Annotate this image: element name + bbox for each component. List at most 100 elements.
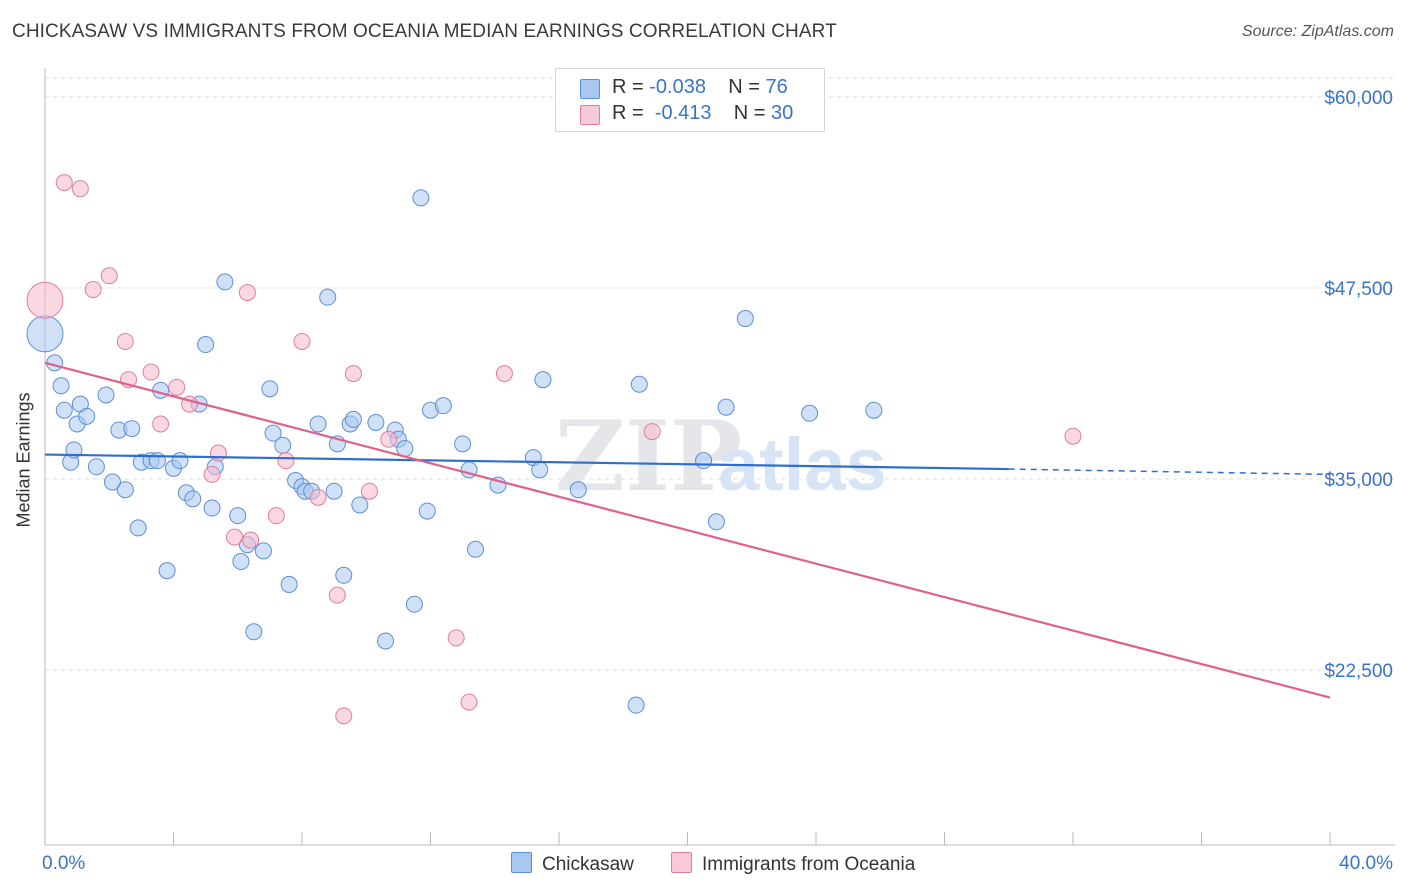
chickasaw-point (865, 401, 883, 419)
chickasaw-point (630, 375, 648, 393)
x-tick-label: 0.0% (42, 853, 85, 874)
chickasaw-point (707, 513, 725, 531)
oceania-point (344, 365, 362, 383)
legend-swatch-blue (580, 79, 600, 99)
chickasaw-point (158, 562, 176, 580)
source-label: Source: ZipAtlas.com (1241, 23, 1394, 40)
oceania-trendline (44, 361, 1331, 699)
y-tick-label: $47,500 (1324, 279, 1393, 300)
chickasaw-point (264, 424, 282, 442)
oceania-point (309, 488, 327, 506)
chickasaw-trendline-dashed (1008, 468, 1331, 476)
oceania-point (26, 281, 64, 319)
chickasaw-point (309, 415, 327, 433)
chickasaw-point (129, 519, 147, 537)
chickasaw-point (87, 458, 105, 476)
legend-n-label: N = (728, 76, 760, 98)
oceania-point (238, 284, 256, 302)
legend-text-row2: R = -0.413 N = 30 (612, 102, 793, 125)
chickasaw-point (717, 398, 735, 416)
chickasaw-point (531, 461, 549, 479)
oceania-point (84, 281, 102, 299)
bottom-legend-swatch-pink (671, 852, 692, 873)
bottom-legend-label: Chickasaw (542, 854, 634, 875)
chickasaw-point (197, 336, 215, 354)
chickasaw-point (97, 386, 115, 404)
oceania-point (209, 444, 227, 462)
chickasaw-point (274, 436, 292, 454)
legend-n-value: 30 (771, 102, 794, 124)
chickasaw-point (116, 481, 134, 499)
oceania-point (116, 332, 134, 350)
chickasaw-point (184, 490, 202, 508)
stats-legend: R = -0.038 N = 76 R = -0.413 N = 30 (555, 68, 825, 132)
oceania-point (447, 629, 465, 647)
bottom-legend-oceania: Immigrants from Oceania (671, 852, 915, 876)
chickasaw-point (254, 542, 272, 560)
legend-r-label: R = (612, 102, 644, 124)
legend-r-value: -0.413 (654, 102, 712, 124)
y-tick-label: $35,000 (1324, 470, 1393, 491)
chickasaw-point (52, 377, 70, 395)
chickasaw-point (55, 401, 73, 419)
chickasaw-point (216, 273, 234, 291)
oceania-point (277, 452, 295, 470)
legend-n-label: N = (733, 102, 766, 124)
chickasaw-point (344, 410, 362, 428)
oceania-point (242, 531, 260, 549)
chickasaw-point (351, 496, 369, 514)
chickasaw-point (261, 380, 279, 398)
chickasaw-point (801, 404, 819, 422)
oceania-point (203, 465, 221, 483)
oceania-point (360, 482, 378, 500)
y-tick-label: $60,000 (1324, 88, 1393, 109)
oceania-point (328, 586, 346, 604)
chart-title: CHICKASAW VS IMMIGRANTS FROM OCEANIA MED… (12, 21, 837, 42)
bottom-legend-chickasaw: Chickasaw (511, 852, 634, 876)
chickasaw-point (171, 452, 189, 470)
legend-r-value: -0.038 (649, 76, 706, 98)
chickasaw-point (569, 481, 587, 499)
chickasaw-point (335, 566, 353, 584)
chickasaw-point (412, 189, 430, 207)
x-tick-label: 40.0% (1339, 853, 1393, 874)
chickasaw-point (78, 407, 96, 425)
chickasaw-point (534, 371, 552, 389)
oceania-point (380, 430, 398, 448)
watermark-zip: ZIP (555, 400, 742, 513)
chickasaw-point (280, 575, 298, 593)
oceania-point (168, 378, 186, 396)
oceania-point (226, 528, 244, 546)
chickasaw-point (405, 595, 423, 613)
chickasaw-point (695, 452, 713, 470)
oceania-point (100, 267, 118, 285)
chickasaw-point (466, 540, 484, 558)
oceania-point (1064, 427, 1082, 445)
oceania-point (55, 174, 73, 192)
oceania-point (152, 415, 170, 433)
oceania-point (293, 332, 311, 350)
chickasaw-point (26, 315, 64, 353)
chickasaw-point (103, 473, 121, 491)
bottom-legend-swatch-blue (511, 852, 532, 873)
chickasaw-point (418, 502, 436, 520)
oceania-point (142, 363, 160, 381)
chickasaw-point (377, 632, 395, 650)
legend-text-row1: R = -0.038 N = 76 (612, 76, 788, 99)
oceania-point (267, 507, 285, 525)
chickasaw-point (152, 381, 170, 399)
legend-n-value: 76 (765, 76, 788, 98)
oceania-point (335, 707, 353, 725)
chickasaw-point (229, 507, 247, 525)
chickasaw-point (123, 420, 141, 438)
chickasaw-point (736, 310, 754, 328)
chickasaw-point (434, 397, 452, 415)
chickasaw-point (203, 499, 221, 517)
chickasaw-trendline (44, 453, 1009, 471)
oceania-point (495, 365, 513, 383)
y-tick-label: $22,500 (1324, 661, 1393, 682)
chickasaw-point (367, 413, 385, 431)
oceania-point (643, 423, 661, 441)
oceania-point (460, 693, 478, 711)
